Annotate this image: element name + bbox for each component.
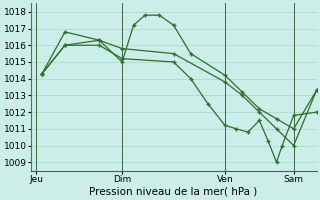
X-axis label: Pression niveau de la mer( hPa ): Pression niveau de la mer( hPa ) <box>90 187 258 197</box>
